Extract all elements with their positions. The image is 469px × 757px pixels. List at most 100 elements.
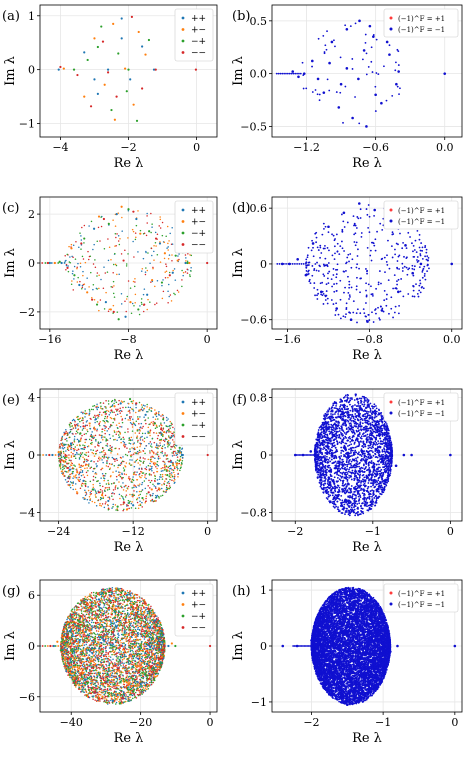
data-point xyxy=(186,272,189,274)
data-point xyxy=(167,428,170,431)
data-point xyxy=(63,446,66,449)
data-point xyxy=(94,416,96,418)
data-point xyxy=(88,422,91,425)
data-point xyxy=(365,450,368,453)
data-point xyxy=(104,487,107,489)
data-point xyxy=(374,431,377,434)
data-point xyxy=(348,502,351,505)
data-point xyxy=(344,499,347,502)
y-axis-label: Im λ xyxy=(3,440,18,470)
data-point xyxy=(76,266,78,269)
data-point xyxy=(330,423,333,426)
data-point xyxy=(357,77,360,81)
data-point xyxy=(361,415,364,417)
data-point xyxy=(130,507,133,509)
y-tick-label: −0.5 xyxy=(240,120,267,133)
data-point xyxy=(118,448,120,450)
data-point xyxy=(122,503,124,506)
legend-marker xyxy=(181,16,185,20)
panel-label: (c) xyxy=(2,201,19,216)
data-point xyxy=(75,477,78,479)
data-point xyxy=(131,494,134,496)
data-point xyxy=(170,474,173,476)
data-point xyxy=(350,511,353,513)
data-point xyxy=(69,428,72,431)
data-point xyxy=(428,267,430,270)
data-point xyxy=(61,435,64,438)
data-point xyxy=(169,442,171,444)
data-point xyxy=(380,420,383,423)
data-point xyxy=(333,483,336,486)
data-point xyxy=(83,446,86,449)
data-point xyxy=(87,445,90,447)
data-point xyxy=(368,466,371,469)
data-point xyxy=(384,421,387,424)
data-point xyxy=(346,256,349,259)
data-point xyxy=(372,464,375,467)
data-point xyxy=(156,453,159,456)
data-point xyxy=(366,269,369,272)
data-point xyxy=(114,225,117,227)
data-point xyxy=(381,480,384,483)
data-point xyxy=(112,435,114,437)
data-point xyxy=(402,241,404,244)
data-point xyxy=(371,241,374,244)
data-point xyxy=(60,439,62,442)
data-point xyxy=(352,300,355,303)
data-point xyxy=(111,405,114,407)
data-point xyxy=(371,416,374,418)
data-point xyxy=(35,262,37,264)
data-point xyxy=(379,440,382,443)
data-point xyxy=(388,267,391,270)
data-point xyxy=(319,290,323,294)
data-point xyxy=(324,299,327,301)
data-point xyxy=(142,425,144,428)
data-point xyxy=(330,410,332,413)
data-point xyxy=(125,265,128,267)
data-point xyxy=(181,463,183,465)
data-point xyxy=(331,435,334,438)
data-point xyxy=(333,457,336,460)
data-point xyxy=(69,481,72,483)
data-point xyxy=(333,476,336,479)
data-point xyxy=(375,407,378,410)
data-point xyxy=(134,232,137,234)
data-point xyxy=(92,408,95,411)
data-point xyxy=(166,473,169,477)
data-point xyxy=(176,289,179,292)
data-point xyxy=(112,310,115,313)
data-point xyxy=(369,402,372,405)
data-point xyxy=(369,449,372,452)
data-point xyxy=(308,261,311,264)
data-point xyxy=(371,465,374,468)
data-point xyxy=(136,497,139,500)
data-point xyxy=(121,419,123,421)
data-point xyxy=(98,442,100,445)
data-point xyxy=(132,421,135,424)
data-point xyxy=(122,444,125,447)
data-point xyxy=(346,411,349,414)
data-point xyxy=(162,439,165,442)
data-point xyxy=(151,494,154,497)
data-point xyxy=(345,461,348,464)
data-point xyxy=(72,488,74,491)
data-point xyxy=(352,311,355,314)
data-point xyxy=(133,490,135,492)
data-point xyxy=(156,490,158,492)
data-point xyxy=(151,451,154,453)
data-point xyxy=(288,72,291,75)
data-point xyxy=(160,281,164,284)
data-point xyxy=(310,249,313,252)
data-point xyxy=(122,259,125,262)
data-point xyxy=(335,465,338,468)
data-point xyxy=(327,409,329,412)
data-point xyxy=(131,430,134,432)
data-point xyxy=(394,248,396,251)
data-point xyxy=(114,458,116,461)
data-point xyxy=(311,59,314,63)
y-axis-label: Im λ xyxy=(3,248,18,278)
data-point xyxy=(169,431,172,433)
data-point xyxy=(342,488,345,491)
data-point xyxy=(130,400,133,403)
data-point xyxy=(364,443,367,446)
